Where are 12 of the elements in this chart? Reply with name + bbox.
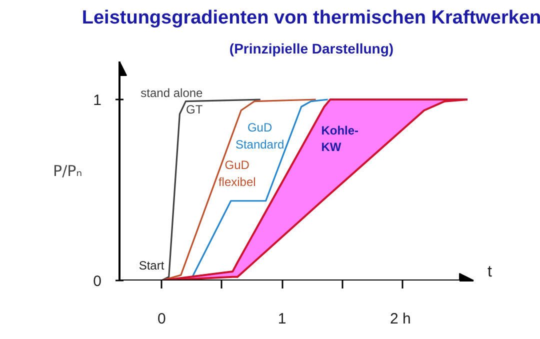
series-label: stand alone GT [140,86,204,117]
y-axis-title: P/Pₙ [53,162,82,180]
annotation: Start [138,258,165,272]
x-tick-label: 1 [278,310,286,328]
x-axis-title: t [488,264,493,280]
series-label: Kohle- KW [321,123,359,154]
x-tick-label: 0 [157,310,166,328]
x-tick-label: 2 h [390,310,411,328]
series-label: GuD flexibel [218,158,256,189]
chart-title: Leistungsgradienten von thermischen Kraftwerken [82,8,540,28]
chart-subtitle: (Prinzipielle Darstellung) [229,40,394,56]
series-label: GuD Standard [235,120,284,152]
